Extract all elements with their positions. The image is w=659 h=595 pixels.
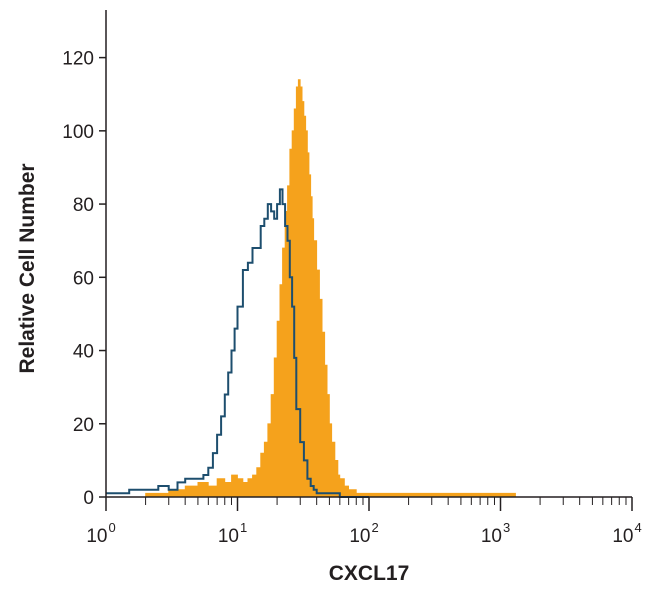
x-tick-label: 100	[86, 520, 115, 547]
x-axis-title: CXCL17	[329, 562, 410, 585]
series-outline-histogram	[106, 188, 369, 498]
y-tick-label: 80	[73, 195, 94, 216]
y-tick-label: 40	[73, 342, 94, 363]
plot-area	[106, 79, 632, 498]
axes: 0 20 40 60 80 100 120 100 101 102 103 104	[62, 10, 642, 547]
x-tick-label: 102	[349, 520, 378, 547]
y-tick-label: 100	[62, 122, 94, 143]
y-axis-title: Relative Cell Number	[16, 163, 39, 373]
x-tick-label: 101	[218, 520, 247, 547]
y-tick-label: 0	[83, 488, 94, 509]
y-tick-label: 20	[73, 415, 94, 436]
y-tick-label: 60	[73, 268, 94, 289]
series-filled-histogram	[106, 79, 632, 498]
y-tick-label: 120	[62, 49, 94, 70]
x-tick-label: 103	[481, 520, 510, 547]
x-tick-label: 104	[612, 520, 641, 547]
